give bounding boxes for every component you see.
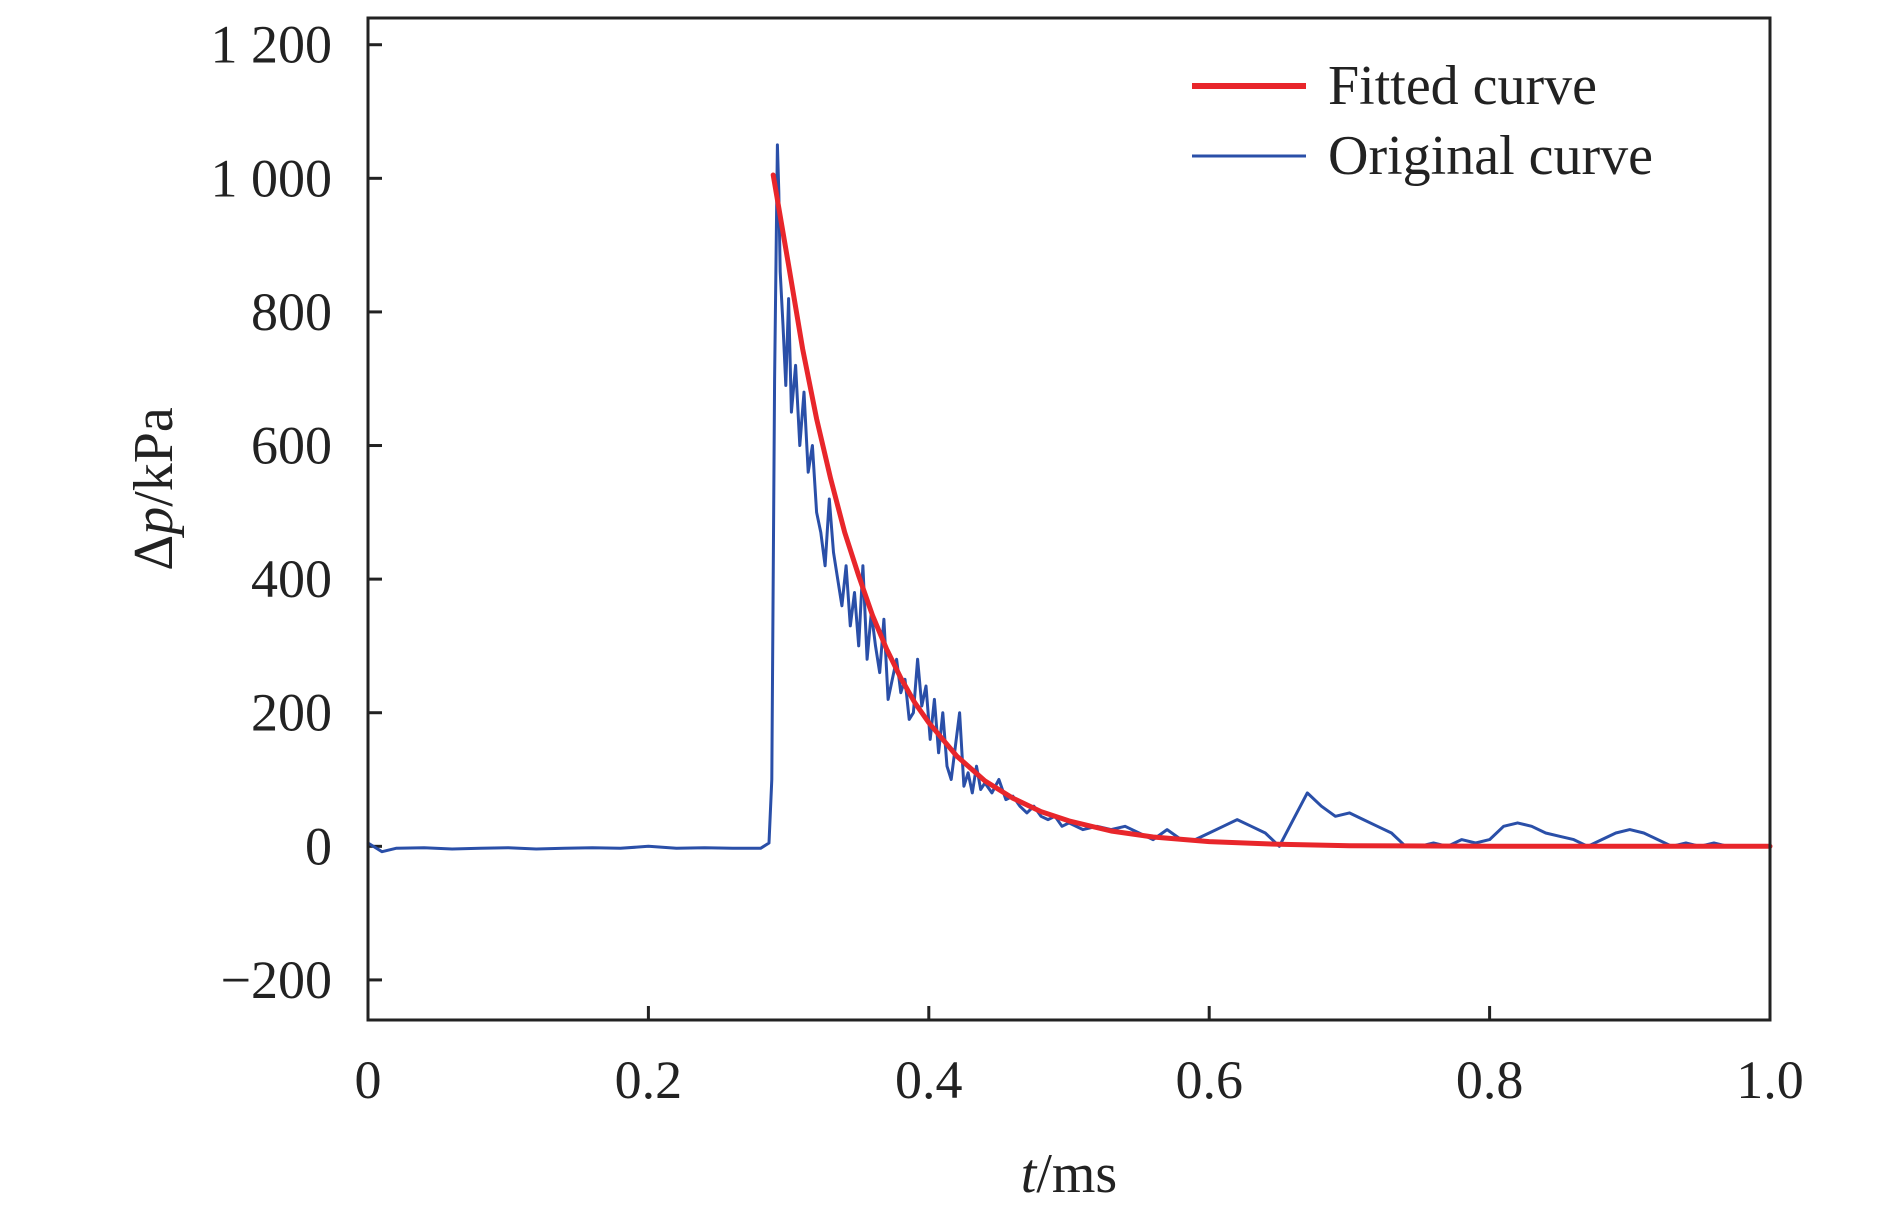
legend-label-fitted: Fitted curve [1328,55,1597,117]
y-tick-label: 0 [305,816,332,876]
y-tick-label: 200 [251,683,332,743]
y-axis-label-prefix: Δ [123,535,185,571]
x-tick-label: 1.0 [1736,1050,1804,1110]
series-line-original [366,143,1772,854]
y-axis-label-unit: /kPa [123,407,185,507]
legend: Fitted curve Original curve [1192,55,1653,187]
x-axis-ticks: 0 0.2 0.4 0.6 0.8 1.0 [355,1006,1804,1110]
x-tick-label: 0.4 [895,1050,963,1110]
x-tick-label: 0.8 [1456,1050,1524,1110]
x-tick-label: 0 [355,1050,382,1110]
y-tick-label: 800 [251,282,332,342]
y-tick-label: 1 000 [211,148,333,208]
plot-frame [366,16,1772,1022]
legend-label-original: Original curve [1328,125,1653,187]
x-axis-label-variable: t [1021,1143,1038,1205]
y-tick-label: −200 [221,950,332,1010]
y-tick-label: 1 200 [211,15,333,75]
y-tick-label: 400 [251,549,332,609]
x-tick-label: 0.6 [1175,1050,1243,1110]
y-axis-ticks: −200 0 200 400 600 800 1 000 1 200 [211,15,382,1010]
series-line-fitted [770,172,1773,849]
x-tick-label: 0.2 [615,1050,683,1110]
y-axis-label-variable: p [123,507,185,539]
series-layer [366,143,1773,854]
x-axis-label-unit: /ms [1036,1143,1117,1205]
y-tick-label: 600 [251,416,332,476]
y-axis-label: Δp/kPa [123,407,185,571]
x-axis-label: t/ms [1021,1143,1117,1205]
